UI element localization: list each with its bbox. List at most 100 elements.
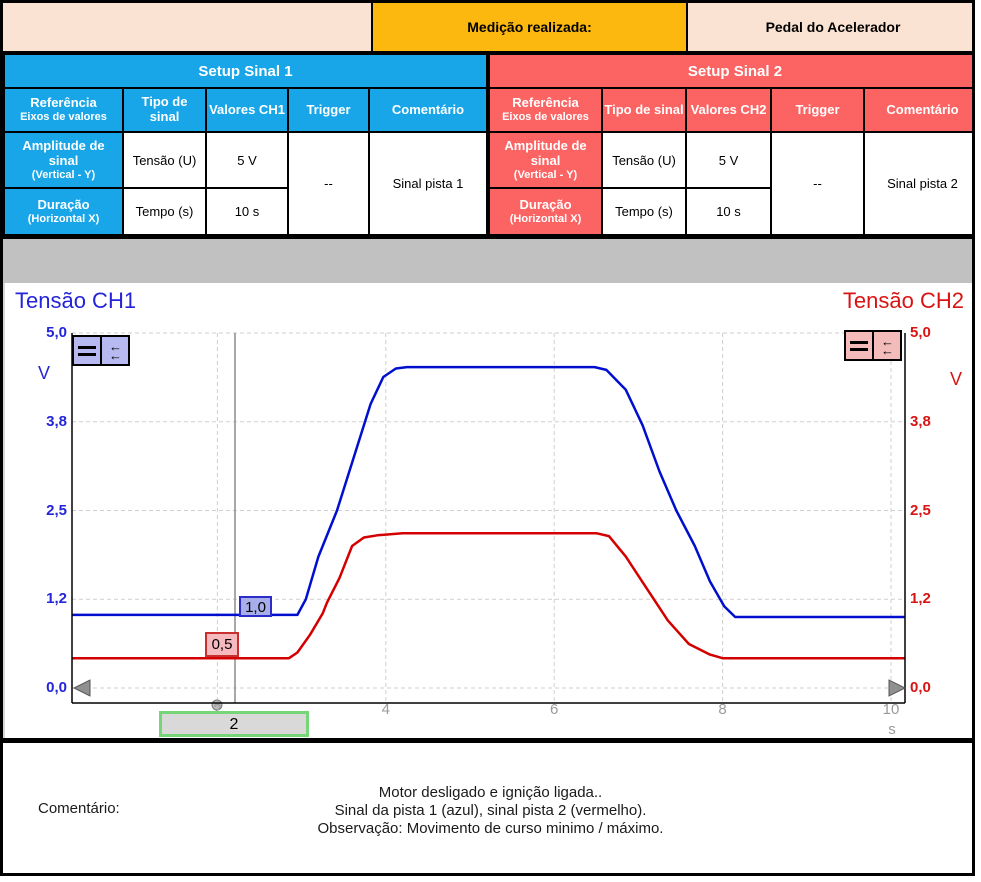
setup-tables: Setup Sinal 1 Referência Eixos de valores…: [3, 53, 972, 236]
ch1-baseline-marker[interactable]: 1,0: [239, 596, 272, 617]
scroll-left-arrow[interactable]: [72, 679, 91, 697]
signal-curves: [71, 365, 906, 660]
setup1-col-comentario: Comentário: [368, 87, 488, 133]
y-axis-label-left: 5,0: [46, 324, 67, 341]
signal-curve-ch1: [71, 365, 906, 619]
ch2-volt-unit: V: [950, 369, 963, 389]
setup2-ref-duracao: Duração (Horizontal X): [488, 187, 603, 236]
ch2-title: Tensão CH2: [842, 288, 964, 313]
y-axis-label-left: 3,8: [46, 412, 67, 430]
setup1-tipo-tempo: Tempo (s): [122, 187, 207, 236]
setup-signal-2-table: Setup Sinal 2 Referência Eixos de valores…: [488, 53, 972, 236]
y-axis-label-right: 5,0: [910, 324, 931, 341]
x-axis-label: 4: [381, 701, 390, 718]
x-axis-label: 10: [882, 701, 900, 718]
comment-section: Comentário: Motor desligado e ignição li…: [3, 743, 972, 873]
comment-text: Motor desligado e ignição ligada.. Sinal…: [3, 743, 972, 873]
setup2-ref-duracao-label: Duração: [519, 197, 572, 213]
oscilloscope-chart: Tensão CH1 Tensão CH2 V V s 5,0 5,0 3,8 3,8…: [3, 283, 972, 738]
cursor-time-value-box[interactable]: 2: [159, 711, 309, 737]
setup2-trigger-value: --: [770, 131, 865, 236]
setup2-tipo-tempo: Tempo (s): [601, 187, 687, 236]
setup1-col-referencia-sub: Eixos de valores: [20, 110, 107, 123]
setup2-col-comentario: Comentário: [863, 87, 972, 133]
setup1-col-valores: Valores CH1: [205, 87, 289, 133]
setup2-col-referencia-label: Referência: [512, 94, 579, 110]
setup2-title: Setup Sinal 2: [488, 53, 972, 89]
ch1-shift-left-button[interactable]: ← ←: [100, 335, 130, 366]
setup2-col-tipo: Tipo de sinal: [601, 87, 687, 133]
setup2-ref-amplitude-sub: (Vertical - Y): [513, 169, 578, 181]
setup2-comment-value: Sinal pista 2: [863, 131, 972, 236]
double-left-arrow-icon: ← ←: [109, 338, 122, 363]
setup1-ref-amplitude-sub: (Vertical - Y): [31, 169, 96, 181]
handle-bars-icon: [850, 340, 868, 344]
setup1-ref-duracao: Duração (Horizontal X): [3, 187, 124, 236]
setup1-col-referencia-label: Referência: [30, 94, 97, 110]
measurement-label: Medição realizada:: [373, 3, 688, 51]
signal-curve-ch2: [71, 531, 906, 660]
y-axis-label-left: 0,0: [46, 679, 67, 696]
y-axis-label-right: 1,2: [910, 590, 931, 608]
setup-signal-1-table: Setup Sinal 1 Referência Eixos de valores…: [3, 53, 488, 236]
section-divider: [3, 234, 972, 239]
setup1-valor-tempo: 10 s: [205, 187, 289, 236]
setup2-col-referencia-sub: Eixos de valores: [502, 110, 589, 123]
y-axis-label-right: 2,5: [910, 501, 931, 519]
ch2-position-button[interactable]: [844, 330, 874, 361]
ch1-volt-unit: V: [38, 363, 51, 383]
comment-label: Comentário:: [38, 800, 120, 817]
setup1-col-referencia: Referência Eixos de valores: [3, 87, 124, 133]
setup2-valor-tensao: 5 V: [685, 131, 772, 189]
y-axis-label-left: 2,5: [46, 501, 67, 519]
y-axis-label-right: 0,0: [910, 679, 931, 696]
header-blank-cell: [3, 3, 373, 51]
y-axis-label-right: 3,8: [910, 412, 931, 430]
setup1-ref-amplitude-label: Amplitude de sinal: [22, 137, 105, 169]
x-axis-label: 6: [550, 701, 559, 718]
setup1-valor-tensao: 5 V: [205, 131, 289, 189]
comment-line: Observação: Movimento de curso minimo / …: [317, 820, 664, 837]
y-axis-label-left: 1,2: [46, 590, 67, 608]
setup1-ref-amplitude: Amplitude de sinal (Vertical - Y): [3, 131, 124, 189]
comment-line: Motor desligado e ignição ligada..: [378, 784, 603, 801]
handle-bars-icon: [850, 347, 868, 351]
x-axis-label: 2: [213, 701, 222, 718]
setup1-comment-value: Sinal pista 1: [368, 131, 488, 236]
setup2-tipo-tensao: Tensão (U): [601, 131, 687, 189]
comment-line: Sinal da pista 1 (azul), sinal pista 2 (…: [334, 802, 647, 819]
ch2-handle-group: ← ←: [844, 330, 902, 361]
x-axis-label: 8: [718, 701, 727, 718]
double-left-arrow-icon: ← ←: [881, 333, 894, 358]
setup1-ref-duracao-label: Duração: [37, 197, 90, 213]
setup1-trigger-value: --: [287, 131, 370, 236]
time-unit-label: s: [888, 721, 896, 738]
scroll-right-arrow[interactable]: [888, 679, 907, 697]
ch2-baseline-marker[interactable]: 0,5: [205, 632, 239, 657]
gridlines: [72, 332, 905, 703]
setup2-ref-amplitude: Amplitude de sinal (Vertical - Y): [488, 131, 603, 189]
ch2-shift-left-button[interactable]: ← ←: [872, 330, 902, 361]
handle-bars-icon: [78, 352, 96, 356]
setup2-valor-tempo: 10 s: [685, 187, 772, 236]
setup1-ref-duracao-sub: (Horizontal X): [27, 212, 100, 225]
setup1-col-tipo: Tipo de sinal: [122, 87, 207, 133]
ch1-handle-group: ← ←: [72, 335, 130, 366]
ch1-title: Tensão CH1: [15, 288, 137, 313]
handle-bars-icon: [78, 345, 96, 349]
header-band: Medição realizada: Pedal do Acelerador: [3, 3, 972, 53]
setup1-title: Setup Sinal 1: [3, 53, 488, 89]
ch1-position-button[interactable]: [72, 335, 102, 366]
setup2-col-valores: Valores CH2: [685, 87, 772, 133]
setup2-ref-amplitude-label: Amplitude de sinal: [504, 137, 587, 169]
setup2-ref-duracao-sub: (Horizontal X): [509, 212, 582, 225]
setup1-col-trigger: Trigger: [287, 87, 370, 133]
setup2-col-referencia: Referência Eixos de valores: [488, 87, 603, 133]
section-divider: [3, 738, 972, 743]
setup2-col-trigger: Trigger: [770, 87, 865, 133]
chart-canvas: [71, 332, 907, 711]
setup1-tipo-tensao: Tensão (U): [122, 131, 207, 189]
gray-separator-band: [3, 239, 972, 283]
measurement-value: Pedal do Acelerador: [765, 19, 901, 35]
